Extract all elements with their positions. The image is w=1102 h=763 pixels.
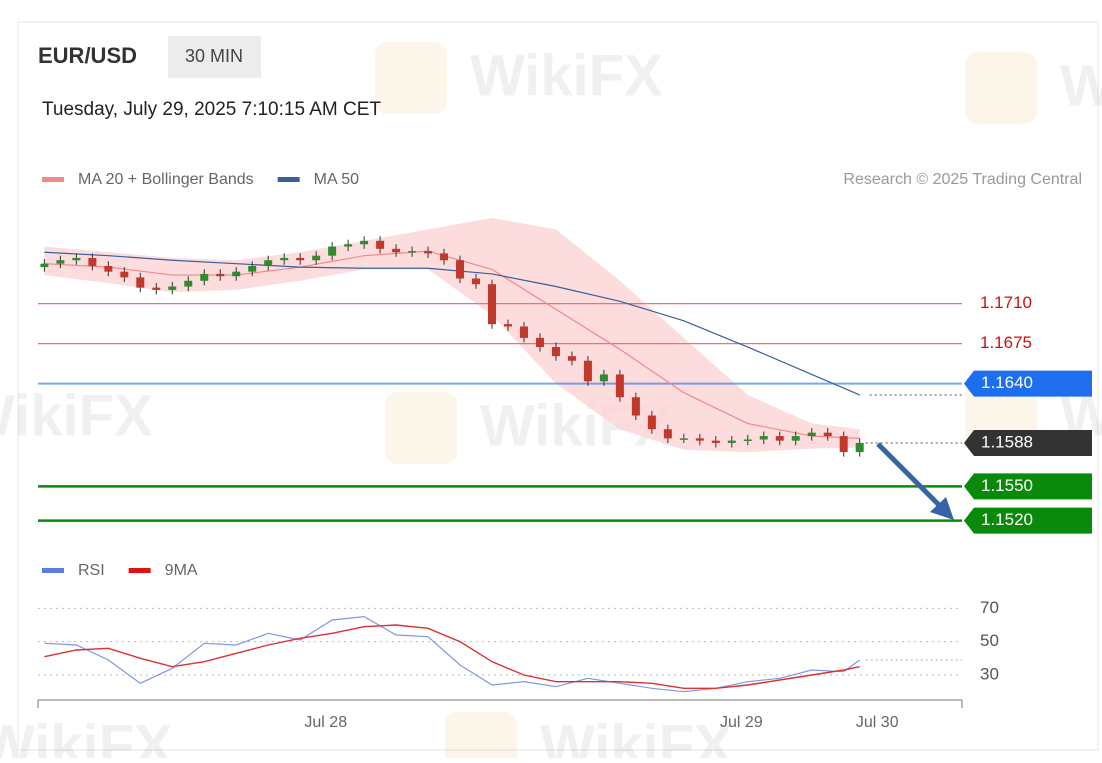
level-label: 1.1710	[980, 293, 1032, 312]
candle-body	[759, 436, 768, 440]
candle-body	[456, 260, 465, 279]
candle-body	[312, 255, 321, 261]
rsi-tick-label: 50	[980, 631, 999, 650]
date: Tuesday, July 29, 2025 7:10:15 AM CET	[42, 99, 381, 120]
price-plot: 1.1710 1.1675 1.1640 1.1588 1.1550 1.1520	[38, 217, 1092, 534]
watermark-logo	[385, 392, 457, 464]
watermark-logo	[445, 712, 517, 763]
legend-label: 9MA	[165, 562, 198, 579]
card	[17, 21, 1099, 751]
level-tag	[964, 507, 1092, 534]
candle-body	[408, 251, 417, 253]
candle-body	[248, 265, 257, 272]
candle-body	[472, 278, 481, 285]
candle-body	[328, 246, 337, 256]
candle-body	[807, 432, 816, 437]
candle-body	[440, 253, 449, 261]
candle-body	[344, 244, 353, 247]
candle-body	[280, 257, 289, 261]
level-label: 1.1520	[981, 510, 1033, 529]
candle-body	[488, 284, 497, 325]
candle-body	[120, 271, 129, 278]
timeframe-box	[168, 36, 261, 78]
candle-body	[168, 286, 177, 290]
candle-body	[392, 248, 401, 253]
candle-body	[296, 257, 305, 261]
watermarks: WikiFXWikiFXWikiFXWikiFXWikiFXWikiFXWiki…	[0, 42, 1102, 763]
candle-body	[216, 273, 225, 277]
candle-body	[775, 436, 784, 441]
candle-body	[791, 436, 800, 441]
candle-body	[711, 440, 720, 443]
forecast-arrow	[876, 442, 942, 508]
candle-body	[424, 251, 433, 254]
x-tick-label: Jul 29	[720, 714, 763, 731]
legend-label: MA 50	[314, 171, 359, 188]
candle-body	[136, 277, 145, 288]
legend-label: MA 20 + Bollinger Bands	[78, 171, 254, 188]
level-tag	[964, 429, 1092, 456]
rsi-line	[44, 624, 860, 690]
candle-body	[104, 265, 113, 272]
candle-body	[72, 257, 81, 261]
watermark: WikiFX	[470, 43, 663, 108]
x-tick-label: Jul 30	[856, 714, 899, 731]
rsi-tick-label: 70	[980, 598, 999, 617]
timeframe: 30 MIN	[185, 46, 243, 66]
symbol: EUR/USD	[38, 43, 137, 68]
candle-body	[503, 324, 512, 327]
candle-body	[839, 436, 848, 453]
candle-body	[152, 287, 161, 290]
legend-label: RSI	[78, 562, 105, 579]
forecast-arrowhead	[930, 497, 954, 520]
rsi-tick-label: 30	[980, 664, 999, 683]
candle-body	[743, 439, 752, 442]
candle-body	[200, 273, 209, 281]
level-label: 1.1550	[981, 476, 1033, 495]
candle-body	[232, 271, 241, 277]
candle-body	[56, 260, 65, 264]
candle-body	[727, 440, 736, 443]
watermark: WikiFX	[1060, 53, 1102, 118]
level-tag	[964, 370, 1092, 397]
candle-body	[376, 240, 385, 249]
candle-body	[647, 415, 656, 430]
level-label: 1.1588	[981, 432, 1033, 451]
candle-body	[360, 240, 369, 245]
level-label: 1.1640	[981, 373, 1033, 392]
candle-body	[184, 280, 193, 287]
bollinger-band	[44, 217, 860, 453]
candle-body	[583, 360, 592, 382]
watermark: WikiFX	[540, 713, 733, 758]
candle-body	[567, 356, 576, 361]
candle-body	[663, 429, 672, 439]
candle-body	[40, 263, 49, 268]
candle-body	[855, 442, 864, 453]
x-tick-label: Jul 28	[304, 714, 347, 731]
watermark-logo	[375, 42, 447, 114]
candle-body	[615, 374, 624, 398]
candle-body	[535, 337, 544, 348]
candle-body	[631, 397, 640, 416]
legend-swatch	[128, 568, 151, 573]
candle-body	[519, 326, 528, 338]
legend-swatch	[42, 568, 64, 573]
candle-body	[551, 347, 560, 357]
rsi-line	[44, 616, 861, 693]
candle-body	[679, 438, 688, 440]
legend-swatch	[277, 177, 300, 182]
candle-body	[264, 260, 273, 266]
candle-body	[823, 432, 832, 437]
level-tag	[964, 473, 1092, 500]
watermark: WikiFX	[0, 713, 173, 758]
credit: Research © 2025 Trading Central	[843, 171, 1082, 188]
candle-body	[695, 438, 704, 441]
legend-swatch	[42, 177, 64, 182]
level-label: 1.1675	[980, 333, 1032, 352]
candle-body	[88, 257, 97, 266]
watermark-logo	[965, 52, 1037, 124]
watermark: WikiFX	[0, 383, 153, 448]
candle-body	[599, 374, 608, 382]
